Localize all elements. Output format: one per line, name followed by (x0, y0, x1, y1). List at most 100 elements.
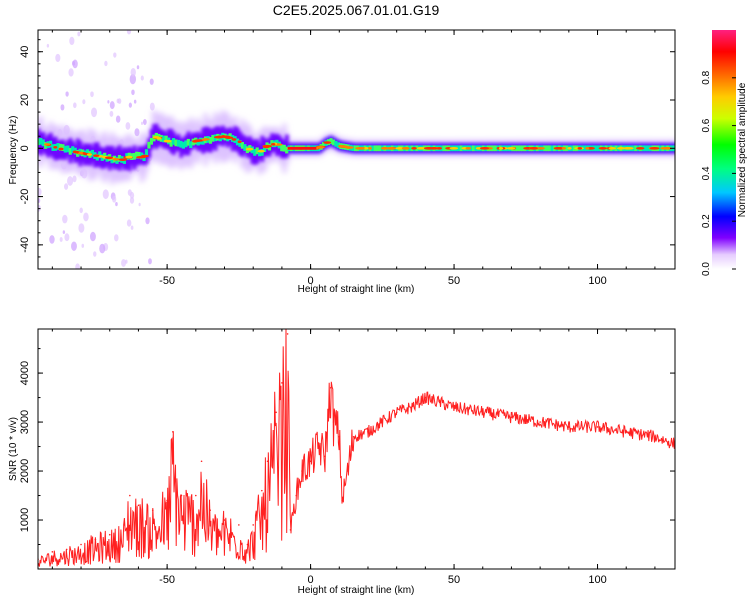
snr-line (38, 329, 675, 567)
core-cell (545, 145, 550, 152)
hotspot (125, 155, 133, 159)
hotspot (112, 158, 120, 161)
hotspot (506, 146, 516, 150)
core-cell (258, 149, 262, 157)
noise-speckle (91, 107, 98, 118)
band-cell (56, 141, 61, 160)
core-cell (376, 145, 380, 152)
snr-point (329, 386, 332, 389)
noise-speckle (64, 233, 70, 242)
snr-point (195, 494, 197, 497)
core-cell (255, 147, 259, 155)
core-cell (179, 140, 183, 148)
snr-x-tick-label: 100 (588, 574, 606, 586)
core-cell (117, 155, 122, 162)
snr-point (80, 543, 82, 546)
colorbar: 0.0 0.2 0.4 0.6 0.8 Normalized spectral ampl… (701, 30, 748, 276)
hotspot (44, 143, 51, 146)
core-cell (144, 149, 149, 157)
noise-speckle (79, 207, 83, 214)
noise-speckle (75, 263, 80, 269)
noise-speckle (114, 234, 119, 242)
core-cell (516, 145, 520, 152)
noise-speckle (140, 75, 144, 81)
ridge-hotspots (44, 135, 673, 161)
core-cell (110, 156, 114, 164)
noise-speckle (102, 189, 109, 200)
spectrogram-ticks: -50 0 50 100 -40 -20 0 20 40 (19, 30, 675, 287)
core-cell (169, 139, 173, 147)
spectrogram-marks (38, 30, 675, 269)
hotspot (213, 135, 224, 139)
snr-panel: -50 0 50 100 1000 2000 3000 4000 Height of stra… (8, 328, 676, 596)
snr-point (223, 519, 226, 521)
snr-point (410, 406, 412, 409)
hotspot (417, 146, 423, 150)
hotspot (192, 140, 198, 143)
snr-point (286, 333, 289, 335)
core-cell (240, 141, 245, 149)
core-cell (634, 145, 638, 152)
noise-speckle (68, 68, 74, 77)
noise-speckle (62, 230, 66, 235)
noise-speckle (126, 30, 132, 35)
core-cell (457, 145, 461, 152)
hotspot (387, 146, 393, 150)
noise-speckle (145, 217, 150, 225)
core-cell (171, 138, 176, 145)
noise-speckle (129, 74, 137, 85)
noise-speckle (128, 102, 132, 108)
snr-point (424, 396, 427, 399)
noise-speckle (104, 60, 108, 67)
snr-point (94, 538, 97, 541)
snr-y-tick-label: 4000 (19, 361, 31, 385)
spectrogram-x-tick-label: 50 (448, 275, 460, 287)
spectrogram-y-axis-label: Frequency (Hz) (8, 116, 19, 185)
core-cell (235, 138, 240, 146)
snr-point (65, 548, 68, 551)
noise-speckle (138, 202, 141, 207)
snr-point (367, 431, 369, 433)
core-cell (329, 138, 333, 144)
core-cell (582, 145, 586, 152)
noise-speckle (130, 225, 134, 230)
noise-speckle (38, 187, 42, 197)
hotspot (270, 142, 276, 146)
noise-speckle (136, 65, 140, 70)
core-cell (38, 138, 40, 146)
hotspot (231, 138, 237, 141)
snr-point (654, 435, 656, 438)
hotspot (560, 146, 567, 150)
core-cell (285, 146, 289, 154)
core-cell (85, 149, 90, 157)
hotspot (395, 146, 405, 150)
core-cell (56, 142, 60, 150)
hotspot (316, 146, 325, 149)
core-cell (189, 141, 193, 149)
core-cell (570, 145, 574, 152)
core-cell (459, 145, 463, 152)
noise-speckle (109, 110, 114, 117)
core-cell (71, 146, 75, 154)
noise-speckle (73, 102, 77, 109)
snr-point (252, 524, 255, 526)
spectrogram-y-tick-label: 20 (19, 94, 31, 106)
snr-point (381, 421, 384, 423)
core-cell (371, 145, 375, 152)
core-cell (373, 145, 377, 152)
noise-speckle (83, 212, 89, 222)
spectrogram-y-tick-label: -20 (19, 189, 31, 205)
snr-point (151, 509, 154, 512)
band-cell (110, 145, 115, 167)
core-cell (51, 144, 55, 151)
noise-speckle (129, 196, 135, 204)
colorbar-tick-label: 0.6 (701, 118, 712, 132)
hotspot (663, 146, 673, 150)
snr-point (324, 455, 326, 458)
hotspot (624, 146, 634, 150)
noise-speckle (89, 231, 96, 242)
hotspot (598, 146, 607, 150)
noise-speckle (46, 43, 50, 48)
snr-point (261, 489, 263, 492)
